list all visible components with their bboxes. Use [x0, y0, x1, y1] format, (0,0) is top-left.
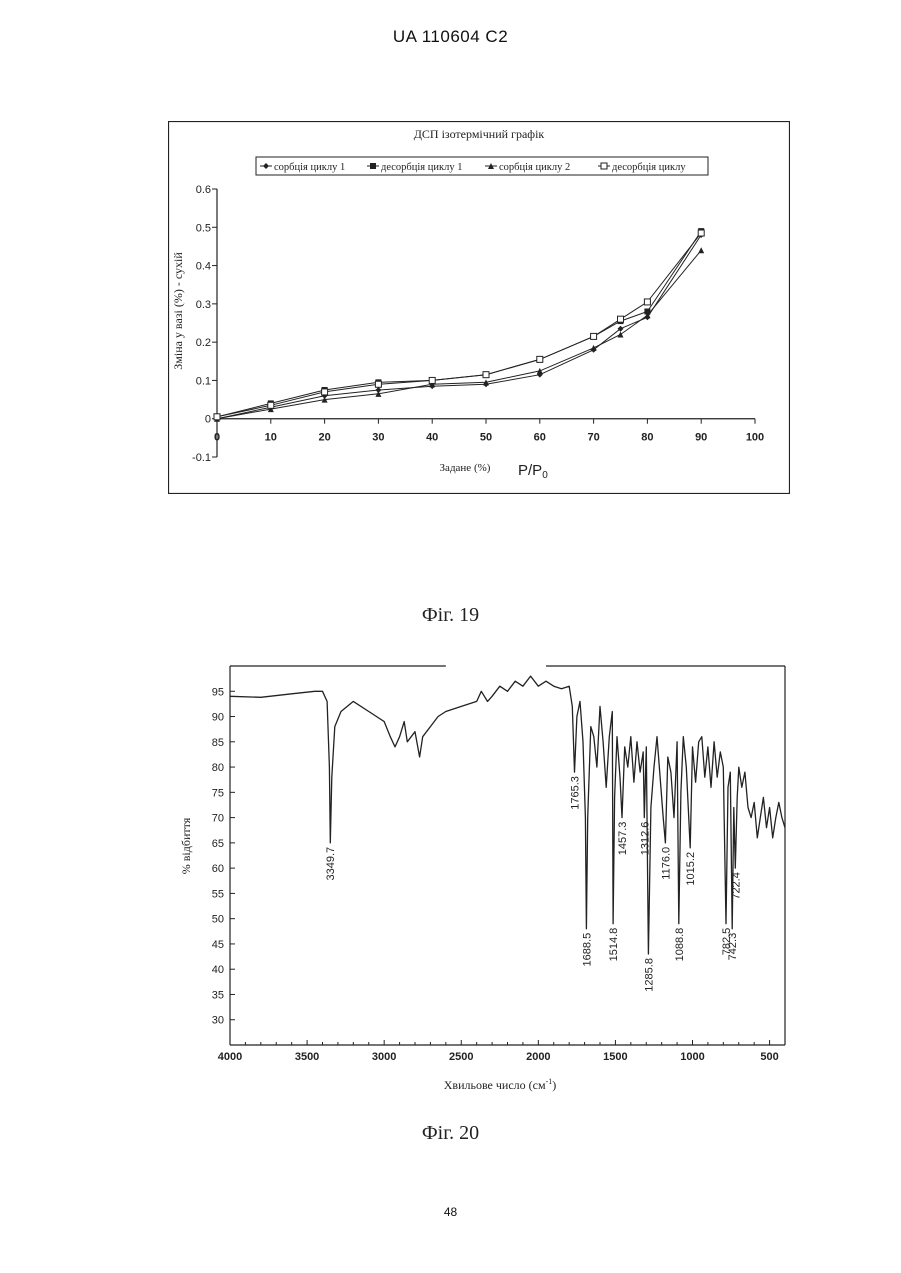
legend-item-label: сорбція циклу 1	[274, 162, 345, 173]
peak-label: 722.4	[730, 872, 742, 900]
legend-item-label: десорбція циклу	[612, 162, 686, 173]
y-tick-label: 50	[212, 914, 224, 926]
chart-series	[230, 676, 785, 954]
x-tick-label: 50	[480, 432, 492, 444]
chart-legend: сорбція циклу 1 десорбція циклу 1 сорбція …	[256, 157, 708, 175]
peak-label: 1285.8	[643, 958, 655, 992]
y-tick-label: 45	[212, 939, 224, 951]
y-tick-label: 40	[212, 964, 224, 976]
legend-item-label: десорбція циклу 1	[381, 162, 462, 173]
y-tick-label: 85	[212, 737, 224, 749]
x-tick-label: 0	[214, 432, 220, 444]
y-tick-label: 80	[212, 762, 224, 774]
y-tick-label: 0.2	[196, 337, 211, 349]
x-tick-label: 2000	[526, 1051, 550, 1063]
isotherm-chart: ДСП ізотермічний графік сорбція циклу 1 д…	[168, 121, 790, 494]
x-tick-label: 1500	[603, 1051, 627, 1063]
peak-label: 1312.6	[639, 822, 651, 856]
page-number: 48	[0, 1205, 901, 1219]
document-header: UA 110604 C2	[0, 27, 901, 47]
y-tick-label: 65	[212, 838, 224, 850]
y-tick-label: 90	[212, 712, 224, 724]
x-tick-label: 3000	[372, 1051, 396, 1063]
x-tick-label: 1000	[680, 1051, 704, 1063]
spectrum-line	[230, 676, 785, 954]
peak-label: 1015.2	[685, 852, 697, 886]
legend-marker	[370, 163, 376, 169]
data-point	[698, 230, 704, 236]
x-tick-label: 90	[695, 432, 707, 444]
legend-item-label: сорбція циклу 2	[499, 162, 570, 173]
chart-title: ДСП ізотермічний графік	[414, 127, 545, 141]
data-point	[268, 402, 274, 408]
data-point	[644, 299, 650, 305]
data-point	[537, 356, 543, 362]
y-tick-label: 30	[212, 1015, 224, 1027]
peak-label: 1088.8	[674, 928, 686, 962]
data-point	[483, 372, 489, 378]
y-tick-label: 0	[205, 414, 211, 426]
x-tick-label: 100	[746, 432, 764, 444]
x-tick-label: 40	[426, 432, 438, 444]
peak-label: 1514.8	[608, 928, 620, 962]
y-tick-label: 70	[212, 813, 224, 825]
y-tick-label: 60	[212, 863, 224, 875]
y-tick-label: 95	[212, 686, 224, 698]
x-tick-label: 3500	[295, 1051, 319, 1063]
x-tick-label: 10	[265, 432, 277, 444]
peak-label: 1457.3	[617, 822, 629, 856]
y-axis-label: % відбиття	[179, 817, 193, 874]
y-tick-label: -0.1	[192, 452, 211, 464]
x-tick-label: 70	[587, 432, 599, 444]
data-point	[618, 316, 624, 322]
chart-frame	[230, 666, 785, 1045]
figure-19-caption: Фіг. 19	[0, 604, 901, 627]
ir-spectrum-chart: % відбиття Хвильове число (см-1) 30 35 40 4…	[176, 656, 796, 1100]
y-tick-label: 55	[212, 888, 224, 900]
peak-label: 1176.0	[660, 847, 672, 880]
peak-label: 1765.3	[570, 776, 582, 810]
peak-label: 3349.7	[325, 847, 337, 881]
data-point	[322, 389, 328, 395]
y-tick-label: 35	[212, 989, 224, 1001]
y-tick-label: 0.3	[196, 299, 211, 311]
data-point	[214, 414, 220, 420]
y-tick-label: 0.6	[196, 184, 211, 196]
y-tick-label: 0.5	[196, 222, 211, 234]
legend-marker	[601, 163, 607, 169]
y-axis-label: Зміна у вазі (%) - сухій	[171, 252, 185, 370]
x-tick-label: 500	[760, 1051, 778, 1063]
data-point	[375, 381, 381, 387]
peak-label: 1688.5	[581, 933, 593, 967]
x-tick-label: 4000	[218, 1051, 242, 1063]
peak-label: 742.3	[727, 933, 739, 961]
x-tick-label: 2500	[449, 1051, 473, 1063]
data-point	[591, 333, 597, 339]
x-tick-label: 30	[372, 432, 384, 444]
y-tick-label: 0.4	[196, 261, 211, 273]
y-tick-label: 75	[212, 787, 224, 799]
x-axis-label: Задане (%)	[440, 462, 491, 474]
x-tick-label: 80	[641, 432, 653, 444]
x-axis-label: Хвильове число (см-1)	[444, 1077, 557, 1092]
data-point	[429, 377, 435, 383]
figure-20-caption: Фіг. 20	[0, 1122, 901, 1145]
y-tick-label: 0.1	[196, 375, 211, 387]
x-tick-label: 20	[318, 432, 330, 444]
x-tick-label: 60	[534, 432, 546, 444]
